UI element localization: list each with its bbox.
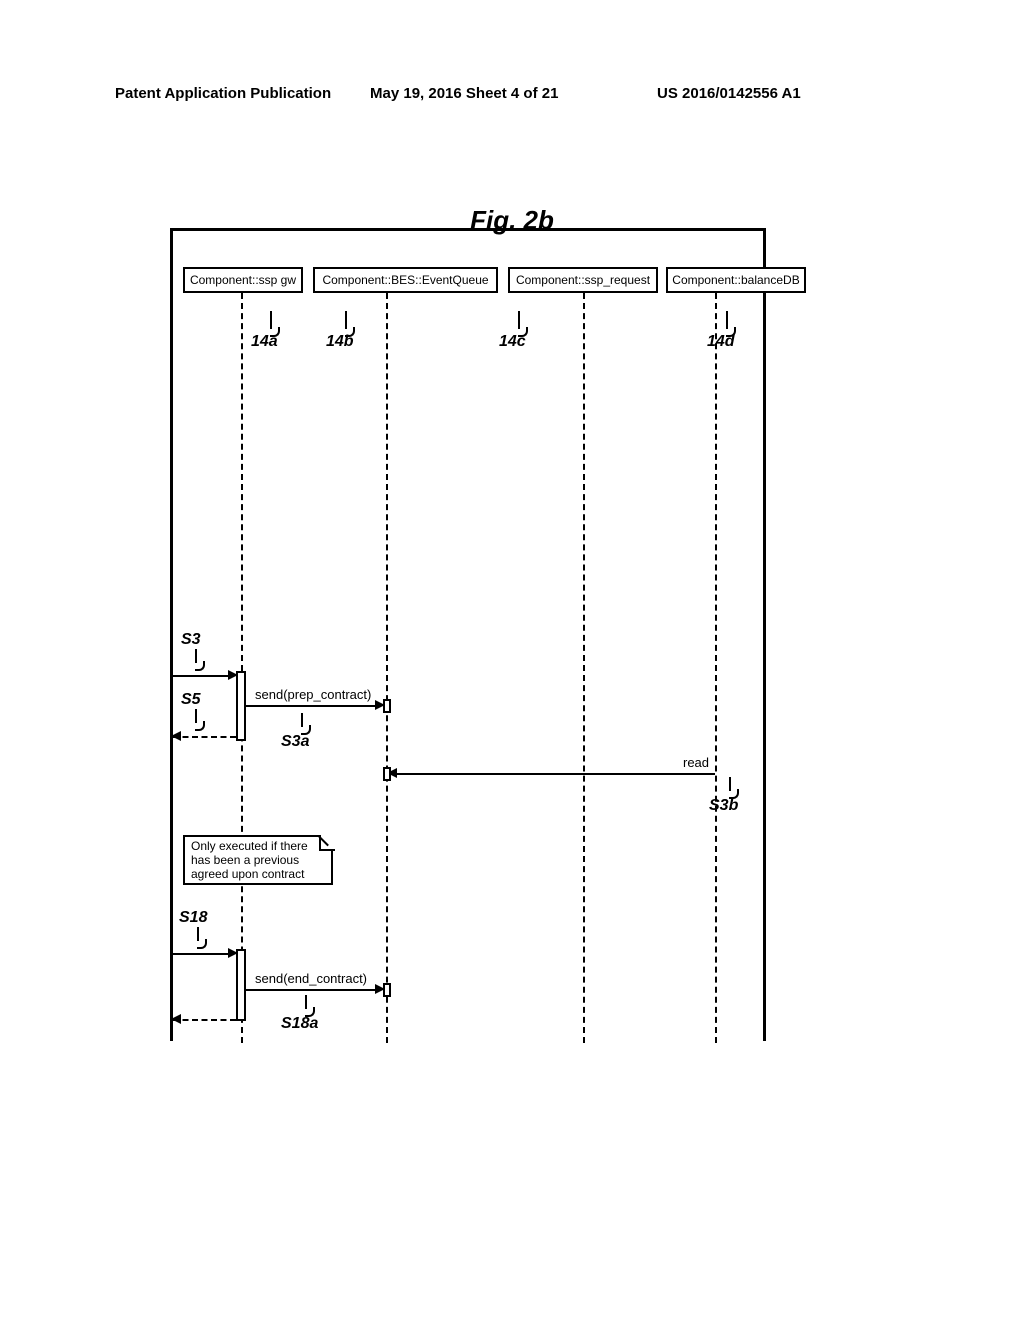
sequence-diagram: Component::ssp gw Component::BES::EventQ…	[170, 228, 766, 1041]
ref-hook-S5	[195, 721, 205, 731]
arrow-into-s18	[173, 953, 231, 955]
return-s5	[173, 736, 236, 738]
ref-S3a: S3a	[281, 733, 309, 751]
arrow-prep-contract	[246, 705, 378, 707]
msg-end-contract: send(end_contract)	[255, 971, 367, 986]
return-s5-head	[171, 731, 181, 741]
activation-ssp-gw-1	[236, 671, 246, 741]
ref-S18a: S18a	[281, 1015, 318, 1033]
ref-S3b: S3b	[709, 797, 738, 815]
arrow-read	[395, 773, 715, 775]
activation-ssp-gw-2	[236, 949, 246, 1021]
arrow-end-contract	[246, 989, 378, 991]
lifeline-balance-db	[715, 293, 717, 1043]
page: Patent Application Publication May 19, 2…	[0, 0, 1024, 1320]
component-ssp-request: Component::ssp_request	[508, 267, 658, 293]
ref-14c: 14c	[499, 333, 526, 351]
return-s18	[173, 1019, 236, 1021]
activation-eq-3	[383, 983, 391, 997]
note-box: Only executed if there has been a previo…	[183, 835, 333, 885]
arrow-into-s3	[173, 675, 231, 677]
ref-14b: 14b	[326, 333, 354, 351]
ref-14a: 14a	[251, 333, 278, 351]
lifeline-ssp-request	[583, 293, 585, 1043]
note-text: Only executed if there has been a previo…	[191, 840, 325, 881]
ref-S3: S3	[181, 631, 201, 649]
activation-eq-2	[383, 767, 391, 781]
ref-S18: S18	[179, 909, 207, 927]
ref-hook-S18	[197, 939, 207, 949]
header-mid: May 19, 2016 Sheet 4 of 21	[370, 85, 558, 102]
component-balance-db: Component::balanceDB	[666, 267, 806, 293]
lifeline-ssp-gw	[241, 293, 243, 1043]
header-left: Patent Application Publication	[115, 85, 331, 102]
lifeline-event-queue	[386, 293, 388, 1043]
ref-hook-S3	[195, 661, 205, 671]
msg-read: read	[683, 755, 709, 770]
activation-eq-1	[383, 699, 391, 713]
component-ssp-gw: Component::ssp gw	[183, 267, 303, 293]
ref-S5: S5	[181, 691, 201, 709]
header-right: US 2016/0142556 A1	[657, 85, 801, 102]
ref-14d: 14d	[707, 333, 735, 351]
component-event-queue: Component::BES::EventQueue	[313, 267, 498, 293]
msg-prep-contract: send(prep_contract)	[255, 687, 371, 702]
return-s18-head	[171, 1014, 181, 1024]
